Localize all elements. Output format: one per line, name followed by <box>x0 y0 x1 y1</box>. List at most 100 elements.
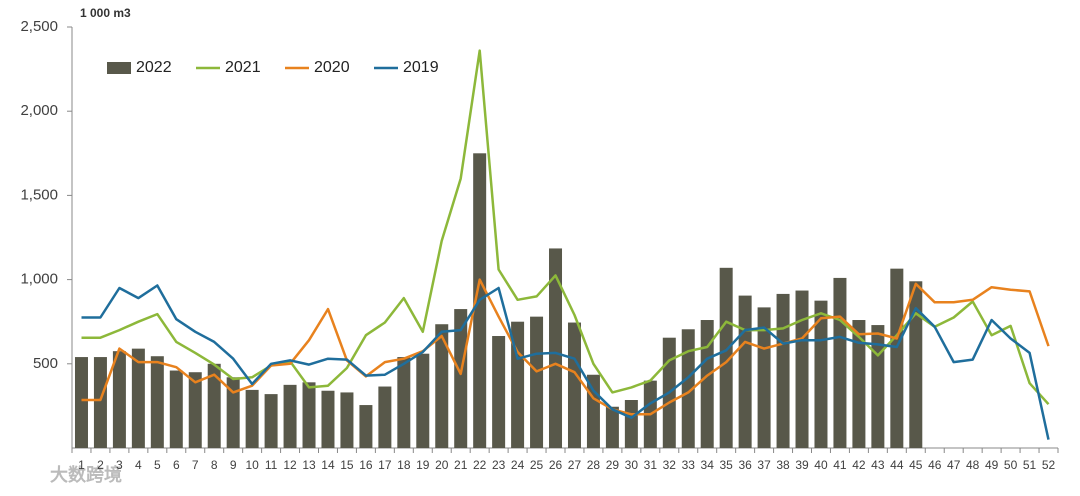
x-tick-label: 20 <box>435 458 449 472</box>
bar <box>74 357 88 448</box>
bar <box>378 386 392 448</box>
bar <box>226 377 240 448</box>
bar <box>169 370 183 448</box>
x-tick-label: 42 <box>852 458 866 472</box>
unit-label: 1 000 m3 <box>80 6 131 20</box>
line <box>81 284 1050 440</box>
x-tick-label: 8 <box>211 458 218 472</box>
x-tick-label: 18 <box>397 458 411 472</box>
bar <box>340 392 354 448</box>
x-tick-label: 23 <box>492 458 506 472</box>
bar <box>207 363 221 448</box>
x-tick-label: 46 <box>928 458 942 472</box>
watermark: 大数跨境 <box>50 464 122 485</box>
bar <box>264 394 278 448</box>
y-tick-label: 2,500 <box>20 18 58 35</box>
x-tick-label: 32 <box>663 458 677 472</box>
bar <box>112 351 126 448</box>
x-tick-label: 51 <box>1023 458 1037 472</box>
x-tick-label: 31 <box>644 458 658 472</box>
bar <box>283 384 297 448</box>
bar <box>567 322 581 448</box>
bar <box>586 374 600 448</box>
bar <box>890 268 904 448</box>
x-tick-label: 1 <box>78 458 85 472</box>
x-tick-label: 45 <box>909 458 923 472</box>
x-tick-label: 13 <box>302 458 316 472</box>
x-tick-label: 27 <box>568 458 582 472</box>
x-tick-label: 33 <box>682 458 696 472</box>
bar <box>757 307 771 448</box>
x-tick-label: 15 <box>340 458 354 472</box>
x-tick-label: 28 <box>587 458 601 472</box>
x-tick-label: 37 <box>757 458 771 472</box>
x-tick-label: 29 <box>606 458 620 472</box>
y-tick-label: 2,000 <box>20 102 58 119</box>
bar <box>681 329 695 448</box>
x-tick-label: 48 <box>966 458 980 472</box>
x-tick-label: 5 <box>154 458 161 472</box>
x-tick-label: 47 <box>947 458 961 472</box>
x-tick-label: 14 <box>321 458 335 472</box>
bar <box>435 324 449 448</box>
x-tick-label: 11 <box>265 458 278 472</box>
x-tick-label: 4 <box>135 458 142 472</box>
x-tick-label: 44 <box>890 458 904 472</box>
bar <box>833 277 847 448</box>
legend-label: 2022 <box>136 59 172 76</box>
x-tick-label: 3 <box>116 458 123 472</box>
x-tick-label: 35 <box>719 458 733 472</box>
legend-swatch <box>107 62 131 74</box>
x-tick-label: 36 <box>738 458 752 472</box>
bar <box>321 390 335 448</box>
x-tick-label: 40 <box>814 458 828 472</box>
bar <box>738 295 752 448</box>
x-tick-label: 7 <box>192 458 199 472</box>
x-tick-label: 39 <box>795 458 809 472</box>
bar <box>776 293 790 448</box>
bar <box>549 248 563 448</box>
bar <box>397 357 411 448</box>
bar <box>530 316 544 448</box>
bar <box>624 400 638 448</box>
bar <box>719 267 733 448</box>
x-tick-label: 52 <box>1042 458 1056 472</box>
y-tick-label: 500 <box>33 355 58 372</box>
bar <box>492 336 506 448</box>
x-tick-label: 17 <box>378 458 392 472</box>
bar <box>131 348 145 448</box>
bar <box>814 300 828 448</box>
x-tick-label: 34 <box>701 458 715 472</box>
x-tick-label: 41 <box>833 458 847 472</box>
x-tick-label: 10 <box>245 458 259 472</box>
bar <box>852 320 866 448</box>
x-tick-label: 19 <box>416 458 430 472</box>
bar <box>359 405 373 448</box>
x-tick-label: 38 <box>776 458 790 472</box>
x-tick-label: 12 <box>283 458 297 472</box>
x-tick-label: 9 <box>230 458 237 472</box>
x-tick-label: 25 <box>530 458 544 472</box>
x-tick-label: 49 <box>985 458 999 472</box>
line <box>81 278 1050 416</box>
bar <box>454 309 468 448</box>
legend-label: 2020 <box>314 59 350 76</box>
x-tick-label: 16 <box>359 458 373 472</box>
x-tick-label: 26 <box>549 458 563 472</box>
bar <box>416 353 430 448</box>
bar <box>605 406 619 448</box>
legend-label: 2019 <box>403 59 439 76</box>
bar <box>511 321 525 448</box>
x-tick-label: 30 <box>625 458 639 472</box>
x-tick-label: 21 <box>454 458 468 472</box>
legend-label: 2021 <box>225 59 261 76</box>
bar <box>245 389 259 448</box>
x-tick-label: 50 <box>1004 458 1018 472</box>
x-tick-label: 22 <box>473 458 487 472</box>
x-tick-label: 2 <box>97 458 104 472</box>
x-tick-label: 6 <box>173 458 180 472</box>
bar <box>150 356 164 448</box>
y-tick-label: 1,000 <box>20 271 58 288</box>
bar <box>909 281 923 448</box>
